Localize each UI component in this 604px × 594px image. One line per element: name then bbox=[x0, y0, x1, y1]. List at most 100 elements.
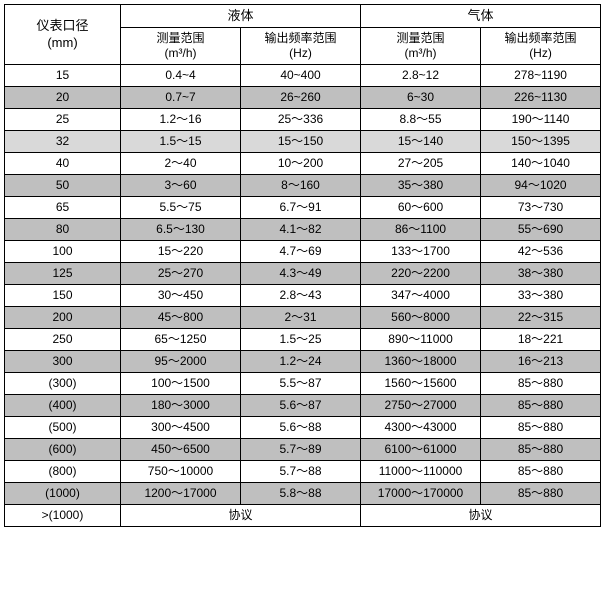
cell-diameter: (300) bbox=[5, 373, 121, 395]
cell-liquid-freq: 5.6～88 bbox=[241, 417, 361, 439]
table-row: 503～608～16035～38094～1020 bbox=[5, 175, 601, 197]
cell-gas-freq: 85～880 bbox=[481, 373, 601, 395]
cell-gas-range: 890～11000 bbox=[361, 329, 481, 351]
cell-gas-range: 60～600 bbox=[361, 197, 481, 219]
cell-gas-range: 4300～43000 bbox=[361, 417, 481, 439]
cell-diameter: 100 bbox=[5, 241, 121, 263]
cell-gas-range: 2750～27000 bbox=[361, 395, 481, 417]
cell-gas-freq: 190～1140 bbox=[481, 109, 601, 131]
cell-gas-freq: 85～880 bbox=[481, 483, 601, 505]
cell-liquid-range: 450～6500 bbox=[121, 439, 241, 461]
cell-liquid-freq: 26~260 bbox=[241, 87, 361, 109]
cell-diameter: 40 bbox=[5, 153, 121, 175]
cell-gas-freq: 140～1040 bbox=[481, 153, 601, 175]
cell-liquid-range: 30～450 bbox=[121, 285, 241, 307]
cell-gas-freq: 85～880 bbox=[481, 461, 601, 483]
cell-gas-range: 560～8000 bbox=[361, 307, 481, 329]
cell-gas-range: 15～140 bbox=[361, 131, 481, 153]
header-gas-range: 测量范围 (m³/h) bbox=[361, 28, 481, 65]
cell-liquid-freq: 4.3～49 bbox=[241, 263, 361, 285]
cell-gas-range: 17000～170000 bbox=[361, 483, 481, 505]
cell-diameter: 50 bbox=[5, 175, 121, 197]
header-liquid: 液体 bbox=[121, 5, 361, 28]
cell-liquid-range: 0.7~7 bbox=[121, 87, 241, 109]
header-range-l1b: 测量范围 bbox=[397, 31, 445, 45]
cell-gas-range: 1560～15600 bbox=[361, 373, 481, 395]
cell-gas-freq: 18～221 bbox=[481, 329, 601, 351]
cell-gas-freq: 85～880 bbox=[481, 417, 601, 439]
header-diameter-l1: 仪表口径 bbox=[36, 18, 88, 33]
cell-gas-range: 8.8～55 bbox=[361, 109, 481, 131]
table-header: 仪表口径 (mm) 液体 气体 测量范围 (m³/h) 输出频率范围 (Hz) … bbox=[5, 5, 601, 65]
table-row: (800)750～100005.7～8811000～11000085～880 bbox=[5, 461, 601, 483]
cell-diameter: (800) bbox=[5, 461, 121, 483]
cell-liquid-freq: 5.7～88 bbox=[241, 461, 361, 483]
cell-gas-range: 2.8~12 bbox=[361, 65, 481, 87]
cell-diameter: 125 bbox=[5, 263, 121, 285]
cell-liquid-range: 3～60 bbox=[121, 175, 241, 197]
cell-diameter: 20 bbox=[5, 87, 121, 109]
table-row: (400)180～30005.6～872750～2700085～880 bbox=[5, 395, 601, 417]
cell-liquid-freq: 4.1～82 bbox=[241, 219, 361, 241]
cell-liquid-freq: 8～160 bbox=[241, 175, 361, 197]
cell-liquid-freq: 1.2～24 bbox=[241, 351, 361, 373]
table-row: 10015～2204.7～69133～170042～536 bbox=[5, 241, 601, 263]
table-row: (600)450～65005.7～896100～6100085～880 bbox=[5, 439, 601, 461]
cell-diameter: (500) bbox=[5, 417, 121, 439]
table-row: (1000)1200～170005.8～8817000～17000085～880 bbox=[5, 483, 601, 505]
cell-diameter: 80 bbox=[5, 219, 121, 241]
cell-liquid-range: 2～40 bbox=[121, 153, 241, 175]
cell-diameter: 15 bbox=[5, 65, 121, 87]
table-row: 30095～20001.2～241360～1800016～213 bbox=[5, 351, 601, 373]
cell-gas-range: 6~30 bbox=[361, 87, 481, 109]
cell-diameter: 150 bbox=[5, 285, 121, 307]
cell-liquid-range: 65～1250 bbox=[121, 329, 241, 351]
cell-liquid-range: 5.5～75 bbox=[121, 197, 241, 219]
header-liquid-range: 测量范围 (m³/h) bbox=[121, 28, 241, 65]
cell-gas-range: 86～1100 bbox=[361, 219, 481, 241]
cell-liquid-freq: 2.8～43 bbox=[241, 285, 361, 307]
cell-liquid-freq: 6.7～91 bbox=[241, 197, 361, 219]
cell-gas-freq: 33～380 bbox=[481, 285, 601, 307]
cell-diameter: 32 bbox=[5, 131, 121, 153]
cell-gas-range: 1360～18000 bbox=[361, 351, 481, 373]
cell-liquid-range: 300～4500 bbox=[121, 417, 241, 439]
cell-gas-range: 11000～110000 bbox=[361, 461, 481, 483]
header-liquid-freq: 输出频率范围 (Hz) bbox=[241, 28, 361, 65]
header-freq-l2b: (Hz) bbox=[529, 46, 552, 60]
header-freq-l2: (Hz) bbox=[289, 46, 312, 60]
cell-gas-freq: 16～213 bbox=[481, 351, 601, 373]
header-diameter: 仪表口径 (mm) bbox=[5, 5, 121, 65]
cell-liquid-freq: 5.6～87 bbox=[241, 395, 361, 417]
cell-diameter: 250 bbox=[5, 329, 121, 351]
table-row: (500)300～45005.6～884300～4300085～880 bbox=[5, 417, 601, 439]
cell-liquid-merged: 协议 bbox=[121, 505, 361, 527]
cell-gas-range: 347～4000 bbox=[361, 285, 481, 307]
table-row: 200.7~726~2606~30226~1130 bbox=[5, 87, 601, 109]
cell-gas-freq: 85～880 bbox=[481, 395, 601, 417]
cell-liquid-freq: 4.7～69 bbox=[241, 241, 361, 263]
header-freq-l1: 输出频率范围 bbox=[265, 31, 337, 45]
cell-gas-freq: 42～536 bbox=[481, 241, 601, 263]
cell-diameter: >(1000) bbox=[5, 505, 121, 527]
cell-liquid-freq: 25～336 bbox=[241, 109, 361, 131]
cell-gas-range: 27～205 bbox=[361, 153, 481, 175]
cell-diameter: 300 bbox=[5, 351, 121, 373]
header-range-l1: 测量范围 bbox=[156, 31, 204, 45]
cell-liquid-range: 750～10000 bbox=[121, 461, 241, 483]
cell-gas-merged: 协议 bbox=[361, 505, 601, 527]
cell-gas-freq: 226~1130 bbox=[481, 87, 601, 109]
cell-liquid-freq: 40~400 bbox=[241, 65, 361, 87]
table-row: 655.5～756.7～9160～60073～730 bbox=[5, 197, 601, 219]
cell-diameter: 25 bbox=[5, 109, 121, 131]
table-row: 150.4~440~4002.8~12278~1190 bbox=[5, 65, 601, 87]
table-row: 321.5～1515～15015～140150～1395 bbox=[5, 131, 601, 153]
cell-liquid-range: 100～1500 bbox=[121, 373, 241, 395]
cell-gas-freq: 22～315 bbox=[481, 307, 601, 329]
cell-liquid-range: 95～2000 bbox=[121, 351, 241, 373]
table-row: 251.2～1625～3368.8～55190～1140 bbox=[5, 109, 601, 131]
cell-liquid-range: 1200～17000 bbox=[121, 483, 241, 505]
cell-gas-range: 133～1700 bbox=[361, 241, 481, 263]
cell-diameter: 200 bbox=[5, 307, 121, 329]
header-range-l2: (m³/h) bbox=[165, 46, 197, 60]
